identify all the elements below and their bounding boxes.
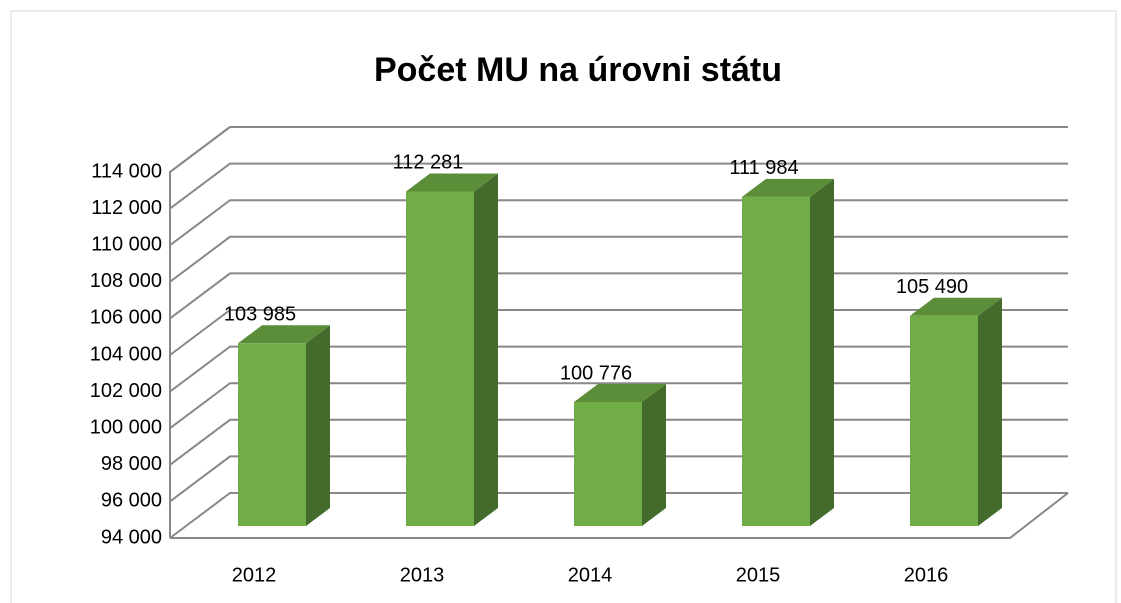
grid-line — [169, 162, 1068, 210]
y-tick-label: 96 000 — [101, 490, 162, 512]
chart-title: Počet MU na úrovni státu — [374, 51, 782, 89]
bar — [742, 196, 810, 526]
x-tick-label: 2013 — [400, 564, 445, 586]
bar-side — [306, 325, 330, 526]
grid-line — [169, 199, 1068, 246]
y-tick-label: 114 000 — [91, 160, 162, 182]
bar-top — [238, 325, 330, 344]
bar — [406, 191, 474, 526]
bar-top — [910, 297, 1002, 316]
x-tick-label: 2012 — [232, 564, 277, 586]
bar — [910, 315, 978, 526]
y-tick-label: 94 000 — [101, 526, 162, 548]
value-label: 100 776 — [560, 362, 632, 384]
y-tick-label: 98 000 — [101, 453, 162, 475]
value-label: 105 490 — [896, 276, 968, 298]
x-tick-label: 2014 — [568, 564, 613, 586]
bar-side — [810, 178, 834, 526]
y-tick-label: 106 000 — [90, 307, 162, 329]
chart-border — [10, 10, 1117, 603]
y-tick-label: 112 000 — [91, 197, 162, 219]
value-label: 111 984 — [729, 157, 798, 179]
value-label: 103 985 — [224, 304, 296, 326]
y-tick-label: 102 000 — [90, 380, 162, 402]
bar-top — [742, 178, 834, 197]
bar-side — [642, 383, 666, 526]
value-label: 112 281 — [393, 152, 464, 174]
floor — [170, 492, 1069, 539]
y-tick-label: 108 000 — [90, 270, 162, 292]
y-tick-label: 100 000 — [90, 416, 162, 438]
y-tick-label: 110 000 — [91, 233, 162, 255]
x-tick-label: 2015 — [736, 564, 781, 586]
y-tick-label: 104 000 — [90, 343, 162, 365]
grid-line — [169, 126, 1068, 173]
bar-side — [474, 173, 498, 526]
x-tick-label: 2016 — [904, 564, 949, 586]
bar — [238, 343, 306, 526]
bar-top — [574, 383, 666, 402]
bar-top — [406, 173, 498, 192]
bar-side — [978, 297, 1002, 526]
bar — [574, 401, 642, 526]
